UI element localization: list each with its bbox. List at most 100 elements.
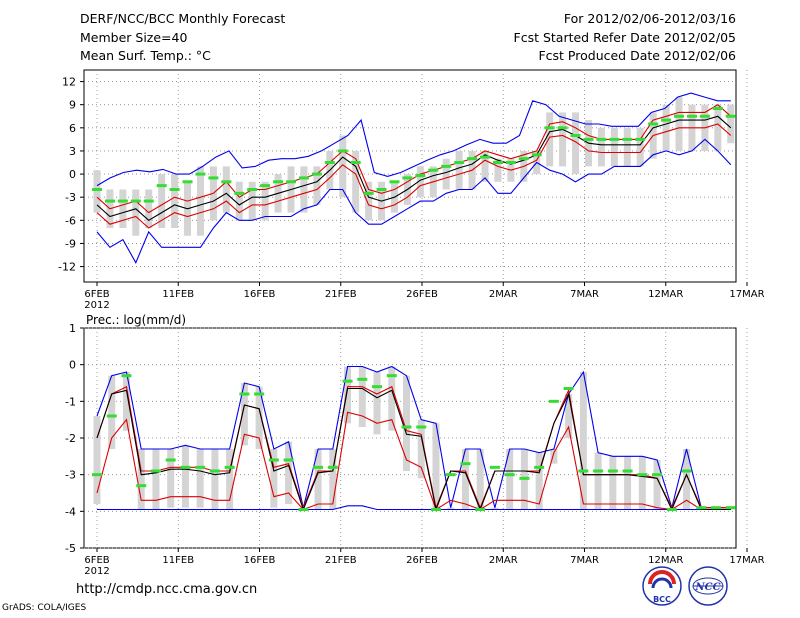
spread-bar <box>388 366 396 431</box>
temp-y-tick-label: -9 <box>65 237 76 250</box>
prec-mean-line <box>96 387 731 512</box>
spread-bar <box>255 386 263 449</box>
temp-x-year-label: 2012 <box>84 300 109 311</box>
forecast-period: For 2012/02/06-2012/03/16 <box>563 11 736 26</box>
spread-bar <box>653 460 661 510</box>
spread-bar <box>535 452 543 510</box>
spread-bar <box>285 441 293 504</box>
chart-title: DERF/NCC/BCC Monthly Forecast <box>80 11 286 26</box>
temp-y-tick-label: 12 <box>62 76 76 89</box>
spread-bar <box>506 449 514 510</box>
spread-bar <box>638 456 646 510</box>
spread-bar <box>636 127 644 167</box>
spread-bar <box>546 112 554 167</box>
temp-x-tick-label: 11FEB <box>162 289 194 300</box>
spread-bar <box>714 104 722 151</box>
temp-lower-line <box>96 123 732 229</box>
spread-bar <box>93 170 101 213</box>
spread-bar <box>132 189 140 236</box>
prec-y-tick-label: -1 <box>65 395 76 408</box>
spread-bar <box>432 423 440 510</box>
temp-x-tick-label: 21FEB <box>325 289 357 300</box>
spread-bar <box>476 449 484 510</box>
prec-x-tick-label: 26FEB <box>406 555 438 566</box>
spread-bar <box>93 416 101 504</box>
temp-x-tick-label: 7MAR <box>570 289 599 300</box>
prec-x-tick-label: 7MAR <box>570 555 599 566</box>
spread-bar <box>609 456 617 510</box>
spread-bar <box>137 449 145 510</box>
spread-bar <box>447 507 455 510</box>
prec-max-line <box>96 365 731 510</box>
spread-bar <box>235 181 243 221</box>
spread-bar <box>416 166 424 198</box>
spread-bar <box>248 181 256 221</box>
temp-y-tick-label: 6 <box>69 122 76 135</box>
spread-bar <box>579 372 587 510</box>
spread-bar <box>594 452 602 510</box>
spread-bar <box>597 127 605 167</box>
prec-x-tick-label: 2MAR <box>489 555 518 566</box>
spread-bar <box>417 419 425 479</box>
spread-bar <box>314 449 322 510</box>
spread-bar <box>565 394 573 438</box>
spread-bar <box>329 449 337 510</box>
spread-bar <box>226 449 234 510</box>
forecast-produced-date: Fcst Produced Date 2012/02/06 <box>538 48 736 63</box>
temp-max-line <box>96 92 731 187</box>
temp-upper-line <box>96 104 732 214</box>
spread-bar <box>683 449 691 510</box>
spread-bar <box>358 366 366 427</box>
spread-bar <box>550 449 558 464</box>
spread-bar <box>365 181 373 221</box>
spread-bar <box>403 375 411 471</box>
ncc-logo: NCC <box>688 566 728 606</box>
temp-mean-line <box>96 115 732 221</box>
prec-x-year-label: 2012 <box>84 566 109 577</box>
spread-bar <box>455 150 463 190</box>
prec-y-tick-label: -2 <box>65 432 76 445</box>
prec-min-line <box>97 505 731 511</box>
temp-y-tick-label: -12 <box>58 261 76 274</box>
spread-bar <box>211 449 219 510</box>
spread-bar <box>494 158 502 182</box>
spread-bar <box>623 127 631 167</box>
spread-bar <box>240 383 248 446</box>
spread-bar <box>559 112 567 167</box>
spread-bar <box>158 174 166 229</box>
prec-x-tick-label: 21FEB <box>325 555 357 566</box>
prec-y-tick-label: -5 <box>65 542 76 555</box>
source-url[interactable]: http://cmdp.ncc.cma.gov.cn <box>76 582 258 597</box>
prec-x-tick-label: 11FEB <box>162 555 194 566</box>
spread-bar <box>300 166 308 213</box>
agency-logos: BCC NCC <box>642 566 728 606</box>
spread-bar <box>481 150 489 182</box>
spread-bar <box>270 449 278 508</box>
temp-y-tick-label: 3 <box>69 145 76 158</box>
temp-plot-frame <box>83 69 737 283</box>
bcc-logo-text: BCC <box>653 595 671 604</box>
prec-y-tick-label: -4 <box>65 505 76 518</box>
prec-y-tick-label: 1 <box>69 322 76 335</box>
prec-x-tick-label: 17MAR <box>729 555 764 566</box>
spread-bar <box>119 189 127 229</box>
spread-bar <box>196 166 204 236</box>
prec-x-tick-label: 16FEB <box>244 555 276 566</box>
member-size-label: Member Size=40 <box>80 30 188 45</box>
spread-bar <box>222 166 230 213</box>
temp-x-tick-label: 16FEB <box>244 289 276 300</box>
temp-x-tick-label: 26FEB <box>406 289 438 300</box>
spread-bar <box>339 135 347 198</box>
spread-bar <box>313 166 321 205</box>
prec-x-tick-label: 6FEB <box>84 555 109 566</box>
spread-bar <box>373 372 381 435</box>
spread-bar <box>675 96 683 151</box>
spread-bar <box>344 366 352 424</box>
temp-y-tick-label: 9 <box>69 99 76 112</box>
spread-bar <box>491 507 499 510</box>
prec-y-tick-label: 0 <box>69 359 76 372</box>
temp-y-tick-label: 0 <box>69 168 76 181</box>
temp-x-tick-label: 17MAR <box>729 289 764 300</box>
temp-x-tick-label: 6FEB <box>84 289 109 300</box>
